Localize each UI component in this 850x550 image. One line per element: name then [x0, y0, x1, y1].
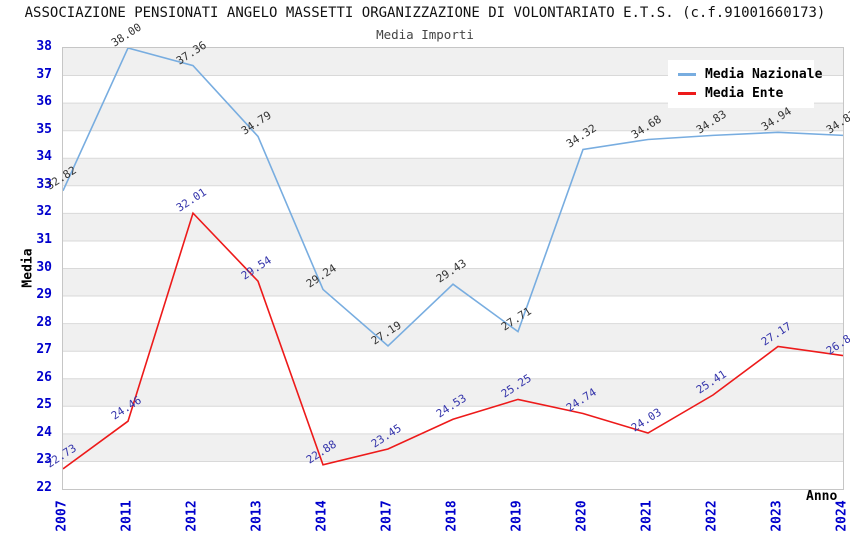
plot-band: [63, 268, 843, 297]
y-tick-label: 28: [36, 314, 52, 330]
plot-band: [63, 213, 843, 241]
x-tick-label: 2021: [639, 500, 655, 532]
y-tick-label: 27: [36, 342, 52, 358]
x-tick-label: 2014: [314, 500, 330, 532]
legend-label-ente: Media Ente: [705, 86, 784, 101]
x-axis-label: Anno: [806, 489, 838, 504]
chart-title: ASSOCIAZIONE PENSIONATI ANGELO MASSETTI …: [24, 5, 826, 21]
y-tick-label: 23: [36, 452, 52, 468]
y-tick-label: 29: [36, 287, 52, 303]
y-tick-label: 34: [36, 149, 52, 165]
legend-line-sample-ente: [678, 92, 696, 95]
x-tick-label: 2024: [834, 500, 850, 532]
plot-svg: [63, 48, 843, 470]
y-tick-label: 26: [36, 369, 52, 385]
plot-band: [63, 158, 843, 186]
legend: Media Nazionale Media Ente: [668, 60, 822, 108]
legend-label-nazionale: Media Nazionale: [705, 67, 823, 82]
x-tick-label: 2018: [444, 500, 460, 532]
legend-line-sample-nazionale: [678, 73, 696, 76]
x-tick-label: 2022: [704, 500, 720, 532]
y-tick-label: 30: [36, 259, 52, 275]
plot-band: [63, 323, 843, 352]
x-tick-label: 2013: [249, 500, 265, 532]
x-tick-label: 2020: [574, 500, 590, 532]
y-tick-label: 33: [36, 176, 52, 192]
plot-band: [63, 378, 843, 407]
legend-item-media-nazionale: Media Nazionale: [678, 65, 822, 84]
y-tick-label: 32: [36, 204, 52, 220]
x-tick-label: 2007: [54, 500, 70, 532]
y-tick-label: 37: [36, 66, 52, 82]
series-line-nazionale: [63, 48, 843, 348]
y-tick-label: 22: [36, 480, 52, 495]
x-tick-label: 2017: [379, 500, 395, 532]
legend-item-media-ente: Media Ente: [678, 84, 814, 103]
x-tick-label: 2011: [119, 500, 135, 532]
x-tick-label: 2019: [509, 500, 525, 532]
y-tick-label: 36: [36, 94, 52, 110]
plot-band: [63, 433, 843, 462]
y-tick-label: 31: [36, 231, 52, 247]
y-tick-label: 38: [36, 39, 52, 54]
y-tick-label: 35: [36, 121, 52, 137]
x-tick-label: 2023: [769, 500, 785, 532]
series-line-ente: [63, 211, 843, 470]
plot-area: [62, 47, 844, 490]
chart-subtitle: Media Importi: [376, 27, 474, 42]
x-tick-label: 2012: [184, 500, 200, 532]
y-tick-label: 24: [36, 424, 52, 440]
y-tick-label: 25: [36, 397, 52, 413]
